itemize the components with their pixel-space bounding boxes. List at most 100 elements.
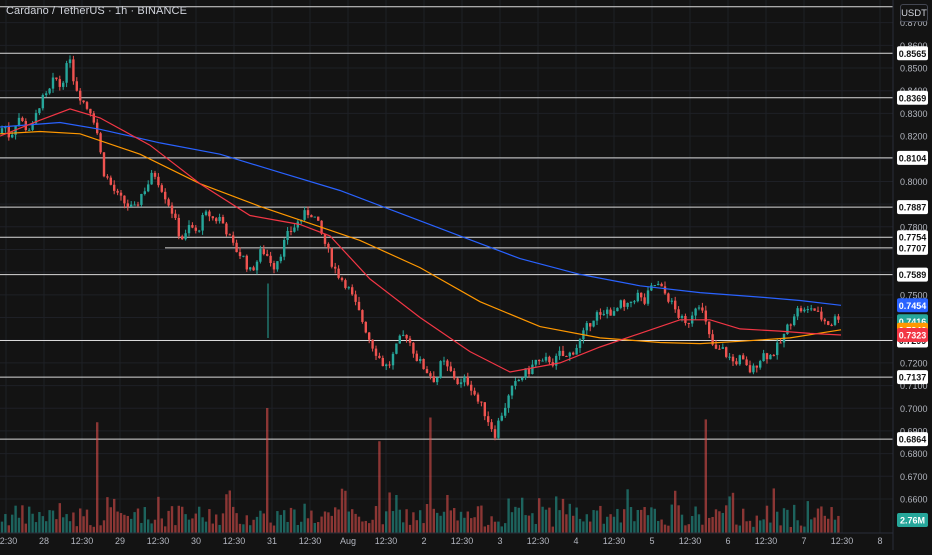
volume-bar xyxy=(823,515,826,533)
volume-bar xyxy=(575,507,578,533)
candle-body xyxy=(48,88,51,94)
volume-bar xyxy=(119,513,123,533)
price-label-text: 0.7454 xyxy=(899,301,927,311)
moving-average-line xyxy=(0,108,842,373)
candle-body xyxy=(589,323,592,327)
volume-bar xyxy=(123,514,126,533)
candle-body xyxy=(657,283,660,286)
y-tick-label: 0.7000 xyxy=(900,404,928,414)
candle-body xyxy=(636,292,639,302)
volume-bar xyxy=(153,519,157,533)
x-tick-label: 3 xyxy=(497,536,502,546)
volume-bar xyxy=(276,511,279,533)
candle-body xyxy=(62,82,65,87)
candle-body xyxy=(483,402,486,417)
level-price-badge xyxy=(897,200,928,215)
candle-body xyxy=(184,233,187,240)
volume-bar xyxy=(323,511,327,533)
volume-bar xyxy=(412,512,415,533)
volume-bar xyxy=(789,526,792,533)
volume-bar xyxy=(473,517,476,533)
volume-bar xyxy=(810,519,813,533)
candle-body xyxy=(41,95,44,109)
candle-body xyxy=(776,342,779,356)
candle-body xyxy=(459,382,463,385)
volume-bar xyxy=(772,488,775,533)
volume-bar xyxy=(616,508,619,533)
volume-bar xyxy=(218,524,221,533)
candle-body xyxy=(293,227,296,232)
candle-body xyxy=(191,225,194,228)
x-tick-label: 12:30 xyxy=(679,536,702,546)
volume-bar xyxy=(235,513,238,533)
volume-bar xyxy=(75,526,78,533)
candle-body xyxy=(378,355,381,358)
volume-bar xyxy=(238,523,242,533)
volume-bar xyxy=(677,505,680,533)
volume-bar xyxy=(14,505,17,533)
volume-bar xyxy=(646,515,650,533)
volume-bar xyxy=(680,514,684,533)
x-tick-label: 12:30 xyxy=(223,536,246,546)
currency-badge[interactable]: USDT xyxy=(900,4,928,22)
candle-body xyxy=(388,364,391,366)
x-tick-label: 12:30 xyxy=(71,536,94,546)
candle-body xyxy=(28,129,31,131)
candle-body xyxy=(762,353,765,362)
candle-body xyxy=(480,401,483,403)
volume-bar xyxy=(89,525,92,533)
candle-body xyxy=(225,223,228,235)
volume-bar xyxy=(551,526,554,533)
volume-bar xyxy=(721,512,724,533)
volume-bar xyxy=(191,518,194,533)
candle-body xyxy=(334,266,337,269)
candle-body xyxy=(524,368,527,378)
candle-body xyxy=(463,376,466,383)
candle-body xyxy=(595,312,599,321)
y-tick-label: 0.8200 xyxy=(900,132,928,142)
volume-bar xyxy=(408,524,412,533)
volume-bar xyxy=(65,514,68,533)
candle-body xyxy=(572,352,575,355)
volume-bar xyxy=(198,506,201,533)
candle-body xyxy=(276,261,279,270)
volume-bar xyxy=(266,408,269,533)
candle-body xyxy=(493,429,497,438)
candle-body xyxy=(116,190,119,193)
volume-bar xyxy=(466,511,469,533)
volume-bar xyxy=(796,520,799,533)
volume-bar xyxy=(816,508,820,533)
candle-body xyxy=(793,316,796,326)
volume-bar xyxy=(704,419,707,533)
level-price-text: 0.7137 xyxy=(899,373,927,383)
volume-bar xyxy=(442,511,446,533)
candle-body xyxy=(623,300,626,307)
x-tick-label: 28 xyxy=(39,536,49,546)
volume-bar xyxy=(82,516,85,533)
x-tick-label: 12:30 xyxy=(451,536,474,546)
candle-body xyxy=(38,108,41,114)
volume-bar xyxy=(354,513,357,533)
volume-bar xyxy=(643,507,646,533)
y-tick-label: 0.7500 xyxy=(900,290,928,300)
x-tick-label: 4 xyxy=(573,536,578,546)
volume-bar xyxy=(313,522,316,533)
candle-body xyxy=(303,210,306,220)
volume-bar xyxy=(691,516,694,533)
volume-bar xyxy=(830,507,833,533)
volume-bar xyxy=(558,510,561,533)
volume-bar xyxy=(68,521,72,533)
volume-bar xyxy=(589,521,592,533)
candle-body xyxy=(259,249,262,262)
candle-body xyxy=(708,321,711,335)
volume-bar xyxy=(0,521,4,533)
candle-body xyxy=(565,355,568,357)
volume-bar xyxy=(34,522,38,533)
candle-body xyxy=(289,230,293,232)
volume-bar xyxy=(177,505,180,533)
x-tick-label: 31 xyxy=(267,536,277,546)
candle-body xyxy=(136,204,140,206)
candle-body xyxy=(187,225,191,234)
